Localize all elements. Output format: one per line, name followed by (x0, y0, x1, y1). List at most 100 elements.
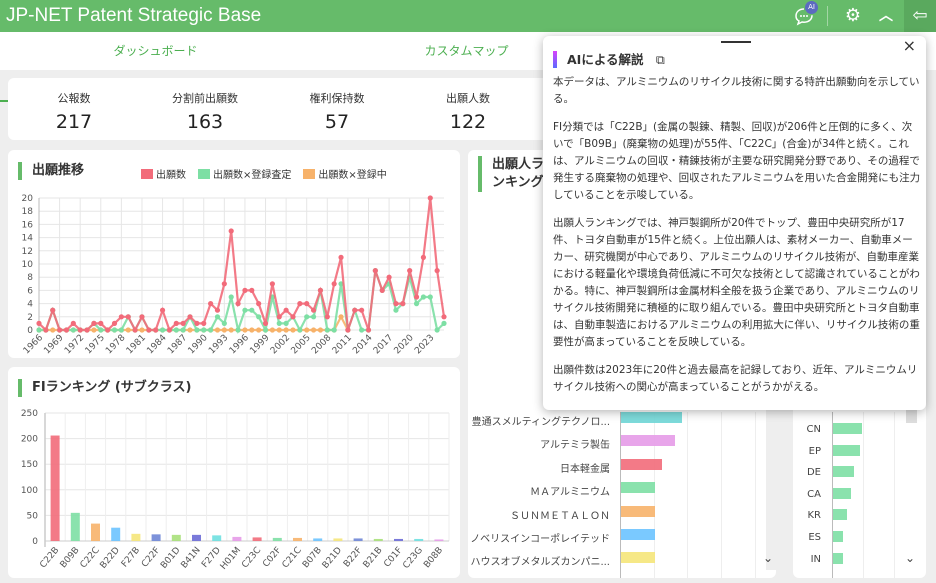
x-tick-label: B21B (362, 546, 385, 571)
chevron-down-icon[interactable]: ⌄ (905, 551, 916, 565)
gridline (687, 412, 689, 578)
data-point (283, 307, 289, 313)
x-tick-label: 1984 (145, 333, 168, 356)
legend-item[interactable]: 出願数×登録中 (303, 166, 387, 181)
x-tick-label: B41N (179, 546, 202, 571)
y-tick-label: 50 (27, 511, 39, 521)
bar (394, 538, 403, 541)
data-point (441, 314, 447, 320)
data-point (50, 327, 56, 333)
bar (333, 538, 343, 541)
chevron-up-icon[interactable]: ︿ (879, 8, 893, 24)
x-tick-label: 2011 (331, 333, 354, 356)
copy-icon[interactable]: ⧉ (655, 52, 665, 67)
gridline (754, 412, 756, 578)
y-tick-label: 100 (21, 486, 38, 496)
data-point (290, 327, 296, 333)
data-point (372, 268, 378, 274)
x-tick-label: 1987 (166, 333, 189, 356)
bar (621, 482, 655, 494)
bar (151, 534, 161, 541)
ai-panel-body: 本データは、アルミニウムのリサイクル技術に関する特許出願動向を示している。 FI… (553, 74, 921, 407)
data-point (379, 287, 385, 293)
bar-label: 日本軽金属 (560, 463, 610, 475)
x-tick-label: 1972 (63, 333, 86, 356)
data-point (98, 327, 104, 333)
x-tick-label: B01D (159, 545, 182, 570)
bar-label: ノベリスインコーポレイテッド (470, 534, 610, 545)
y-tick-label: 16 (22, 220, 34, 230)
data-point (304, 301, 310, 307)
drag-handle[interactable] (721, 41, 751, 43)
data-point (221, 320, 227, 326)
ai-paragraph: 本データは、アルミニウムのリサイクル技術に関する特許出願動向を示している。 (553, 76, 920, 105)
bar (434, 539, 444, 541)
data-point (276, 314, 282, 320)
bar (621, 552, 655, 564)
bar (131, 533, 141, 541)
bar-label: DE (806, 467, 821, 479)
x-tick-label: 1999 (248, 333, 271, 356)
x-tick-label: C01F (382, 546, 404, 570)
bar-label: ＭＡアルミニウム (530, 487, 610, 499)
gear-icon[interactable]: ⚙ (844, 5, 862, 26)
ai-chat-icon[interactable]: AI (792, 1, 818, 28)
bar (621, 458, 662, 470)
y-tick-label: 20 (22, 194, 34, 204)
data-point (338, 314, 344, 320)
data-point (283, 327, 289, 333)
data-point (50, 307, 56, 313)
bar (833, 487, 851, 499)
close-icon[interactable]: × (902, 36, 916, 55)
data-point (249, 287, 255, 293)
x-tick-label: B09B (59, 546, 82, 571)
fi-ranking-chart: 050100150200250C22BB09BC22CB22DF27BC22FB… (21, 409, 450, 572)
app-header: JP-NET Patent Strategic Base AI ⚙ ︿ ⇦ (0, 0, 936, 32)
bar-label: EP (808, 445, 821, 457)
series-line (39, 314, 349, 332)
data-point (111, 320, 118, 326)
data-point (262, 327, 269, 333)
data-point (146, 327, 152, 333)
data-point (304, 314, 310, 320)
ai-paragraph: 出願件数は2023年に20件と過去最高を記録しており、近年、アルミニウムリサイク… (553, 364, 918, 393)
x-tick-label: B22F (342, 546, 364, 570)
data-point (290, 314, 296, 320)
x-tick-label: 2008 (310, 333, 333, 356)
data-point (43, 327, 49, 333)
y-tick-label: 8 (27, 273, 33, 283)
kpi-label: 出願人数 (446, 92, 490, 105)
bar (621, 505, 655, 517)
bar-label: ＳＵＮＭＥＴＡＬＯＮ (510, 510, 610, 522)
data-point (98, 320, 104, 326)
data-point (407, 268, 413, 274)
x-tick-label: C22B (38, 546, 61, 571)
legend-item[interactable]: 出願数×登録査定 (198, 166, 291, 181)
data-point (427, 294, 433, 300)
data-point (118, 314, 124, 320)
applicant-scrollbar[interactable] (766, 400, 776, 570)
data-point (434, 268, 440, 274)
bar-label: アルテミラ製缶 (540, 440, 610, 452)
data-point (283, 320, 289, 326)
kpi-publications: 公報数 217 (24, 90, 124, 133)
data-point (297, 301, 303, 307)
x-tick-label: B08B (422, 546, 445, 571)
data-point (235, 301, 241, 307)
tab-custom-map[interactable]: カスタムマップ (424, 44, 509, 58)
tab-dashboard[interactable]: ダッシュボード (113, 44, 198, 58)
bar-label: IN (810, 553, 821, 565)
bar (171, 534, 181, 541)
x-tick-label: 1993 (207, 333, 230, 356)
data-point (221, 327, 227, 333)
logout-icon[interactable]: ⇦ (904, 0, 936, 32)
bar (621, 412, 682, 423)
data-point (208, 327, 214, 333)
legend-item[interactable]: 出願数 (141, 166, 186, 181)
kpi-applications: 分割前出願数 163 (155, 90, 255, 133)
country-scrollbar[interactable] (906, 405, 917, 423)
data-point (310, 307, 317, 313)
chevron-down-icon[interactable]: ⌄ (763, 551, 774, 565)
kpi-label: 公報数 (57, 92, 91, 105)
x-tick-label: F27B (120, 546, 142, 570)
